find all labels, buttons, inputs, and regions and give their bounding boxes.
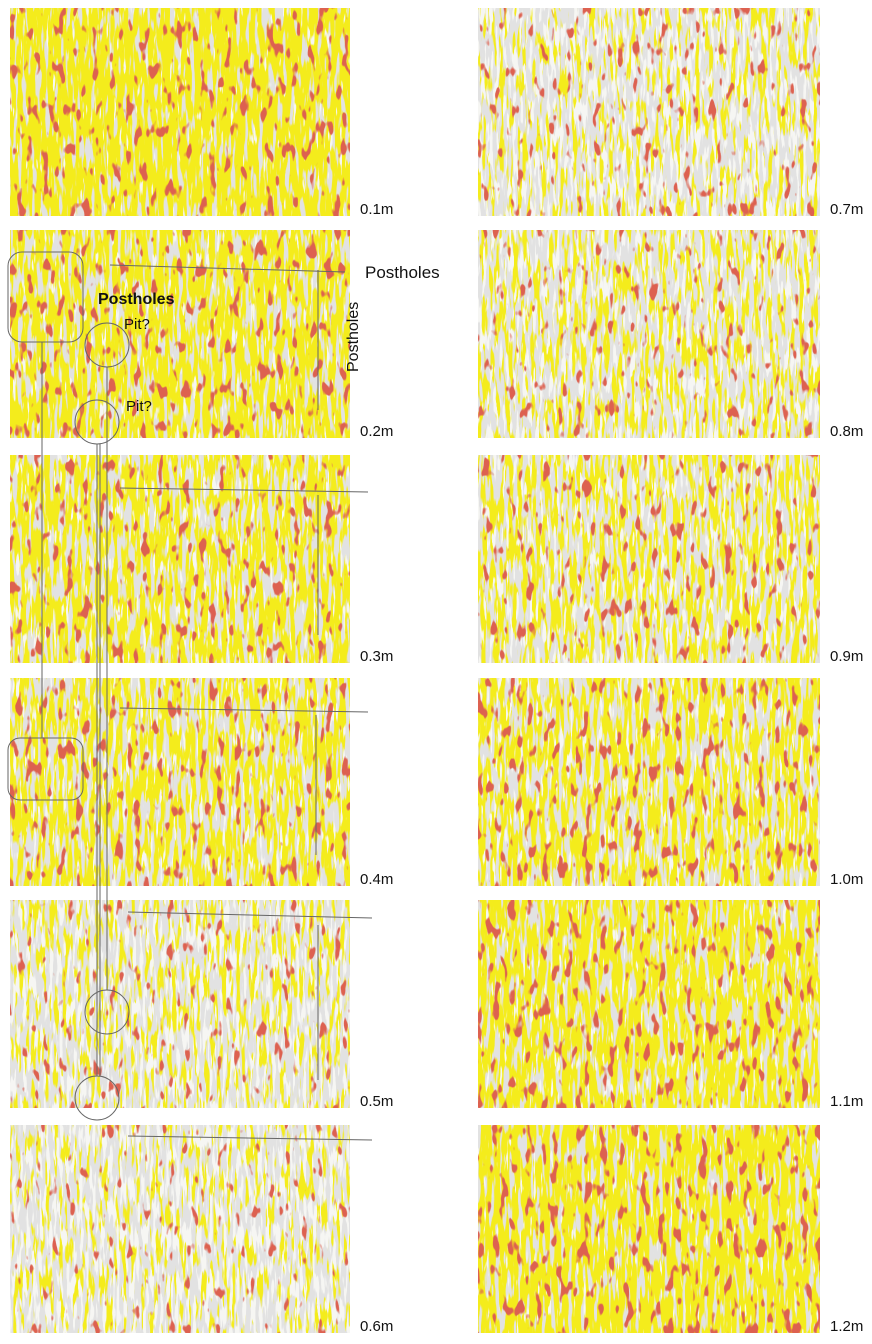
annotation-label: Pit?	[124, 316, 150, 333]
depth-label: 0.3m	[360, 648, 393, 665]
depth-label: 0.9m	[830, 648, 863, 665]
depth-slice: 0.6m	[10, 1125, 393, 1335]
depth-slice: 0.5m	[10, 900, 393, 1110]
figure: 0.1m 0.2m 0.3m 0.4m 0.5m 0.6m 0.7m 0.8m 0.9m 1.0m…	[0, 0, 872, 1344]
slice-anomalies	[10, 1125, 350, 1333]
depth-slice: 0.2m	[10, 230, 393, 440]
depth-label: 0.4m	[360, 871, 393, 888]
slice-anomalies	[10, 455, 350, 663]
depth-slice: 0.8m	[478, 230, 863, 440]
depth-slice: 1.2m	[478, 1125, 863, 1335]
depth-label: 0.7m	[830, 201, 863, 218]
annotation-label: Postholes	[365, 263, 440, 282]
depth-label: 1.0m	[830, 871, 863, 888]
depth-slice: 0.1m	[10, 8, 393, 218]
slice-anomalies	[10, 8, 350, 216]
depth-label: 1.1m	[830, 1093, 863, 1110]
annotation-label: Postholes	[345, 302, 362, 372]
slice-anomalies	[478, 900, 820, 1108]
slice-anomalies	[478, 455, 820, 663]
slice-anomalies	[478, 8, 820, 216]
slice-anomalies	[478, 1125, 820, 1333]
depth-label: 1.2m	[830, 1318, 863, 1335]
depth-label: 0.6m	[360, 1318, 393, 1335]
depth-slice: 0.7m	[478, 8, 863, 218]
depth-slice: 0.9m	[478, 455, 863, 665]
depth-label: 0.8m	[830, 423, 863, 440]
depth-label: 0.2m	[360, 423, 393, 440]
page: {"panels": [ {"depth": "0.1m"}, {"depth"…	[0, 0, 872, 1344]
depth-slice: 1.0m	[478, 678, 863, 888]
slice-anomalies	[10, 230, 350, 438]
depth-label: 0.1m	[360, 201, 393, 218]
slice-anomalies	[478, 678, 820, 886]
annotation-label: Pit?	[126, 398, 152, 415]
depth-slice: 1.1m	[478, 900, 863, 1110]
depth-label: 0.5m	[360, 1093, 393, 1110]
slice-anomalies	[10, 900, 350, 1108]
depth-slice: 0.3m	[10, 455, 393, 665]
slice-anomalies	[478, 230, 820, 438]
annotation-label: Postholes	[98, 291, 175, 308]
